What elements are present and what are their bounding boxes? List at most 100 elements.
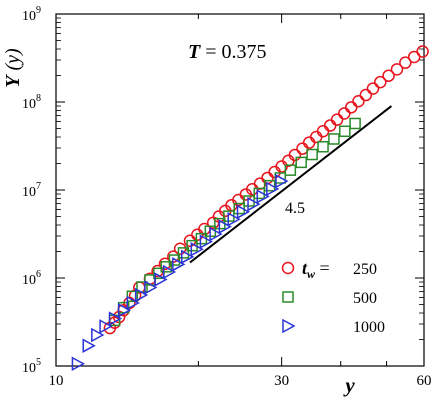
legend: tw = 250 500 1000	[281, 258, 385, 336]
data-point	[154, 272, 168, 287]
y-tick-label: 109	[22, 5, 41, 24]
data-point	[284, 164, 297, 176]
data-point	[117, 302, 132, 318]
data-point	[288, 148, 302, 162]
temperature-symbol: T	[188, 41, 201, 63]
y-tick-exponent: 8	[36, 93, 41, 104]
data-point	[227, 212, 241, 227]
x-tick-label: 10	[49, 373, 64, 389]
legend-title-sub: w	[307, 267, 316, 281]
data-point	[344, 101, 358, 114]
data-point	[349, 117, 361, 130]
data-point	[316, 125, 330, 138]
data-point	[309, 130, 323, 144]
data-point	[338, 107, 351, 120]
data-point	[144, 280, 158, 295]
data-point	[126, 295, 140, 311]
y-tick-base: 10	[22, 9, 36, 24]
legend-title-eq: =	[315, 258, 330, 278]
data-point	[359, 88, 373, 102]
y-tick-exponent: 7	[36, 181, 41, 192]
data-point	[330, 113, 344, 126]
data-point	[416, 45, 429, 58]
data-point	[306, 148, 318, 161]
data-point	[191, 228, 204, 242]
y-axis-label-arg: (y)	[2, 48, 24, 76]
data-point	[366, 82, 380, 95]
data-point	[266, 181, 280, 197]
data-point	[302, 136, 316, 149]
data-point	[275, 173, 289, 189]
legend-label: 500	[353, 290, 377, 307]
data-point	[253, 177, 267, 190]
data-point	[160, 261, 172, 273]
y-tick-exponent: 5	[36, 357, 41, 368]
legend-marker	[281, 261, 295, 275]
data-point	[99, 319, 113, 334]
legend-label: 1000	[353, 319, 385, 336]
legend-label: 250	[353, 261, 377, 278]
legend-marker	[282, 291, 294, 303]
data-point	[177, 247, 190, 259]
y-tick-label: 107	[22, 181, 41, 200]
data-point	[134, 287, 149, 303]
series-1000	[71, 173, 289, 372]
data-point	[209, 226, 223, 242]
data-point	[71, 356, 86, 372]
data-point	[82, 338, 96, 353]
data-point	[323, 119, 337, 132]
data-point	[162, 264, 177, 280]
data-point	[91, 327, 105, 343]
data-point	[233, 202, 245, 215]
data-point	[328, 133, 340, 145]
data-point	[374, 75, 387, 89]
data-point	[168, 254, 181, 266]
data-point	[190, 242, 204, 257]
data-point	[399, 56, 412, 69]
data-point	[263, 179, 276, 192]
temperature-annotation: T = 0.375	[188, 41, 267, 63]
data-point	[261, 171, 274, 185]
temperature-value: = 0.375	[200, 41, 266, 63]
data-point	[256, 189, 270, 204]
data-marks	[71, 45, 429, 372]
y-tick-base: 10	[22, 97, 36, 112]
data-point	[180, 249, 195, 265]
data-point	[390, 63, 404, 76]
y-tick-base: 10	[22, 273, 36, 288]
data-point	[108, 311, 123, 326]
legend-marker	[282, 318, 296, 334]
data-point	[295, 156, 307, 169]
y-tick-label: 106	[22, 269, 41, 288]
x-axis-label: y	[342, 373, 355, 397]
y-tick-exponent: 6	[36, 269, 41, 280]
legend-title-var: t	[302, 258, 308, 278]
data-point	[382, 69, 395, 82]
x-tick-label: 30	[274, 373, 289, 389]
data-point	[218, 219, 232, 234]
legend-title: tw =	[302, 258, 330, 281]
x-tick-label: 60	[417, 373, 432, 389]
axes	[55, 13, 425, 367]
data-point	[247, 196, 261, 212]
y-tick-label: 108	[22, 93, 41, 112]
slope-reference-line	[189, 105, 393, 264]
data-point	[172, 257, 186, 272]
data-point	[199, 234, 213, 249]
data-point	[317, 141, 329, 153]
y-tick-base: 10	[22, 185, 36, 200]
data-point	[236, 204, 251, 220]
y-tick-label: 105	[22, 357, 41, 376]
series-250	[103, 45, 429, 335]
data-point	[173, 242, 187, 255]
y-axis-label: Y (y)	[2, 48, 24, 88]
slope-label: 4.5	[285, 200, 305, 217]
data-point	[339, 125, 351, 138]
data-point	[352, 94, 365, 108]
y-tick-base: 10	[22, 361, 36, 376]
y-axis-label-main: Y	[2, 74, 24, 88]
data-point	[296, 142, 309, 155]
y-tick-exponent: 9	[36, 5, 41, 16]
